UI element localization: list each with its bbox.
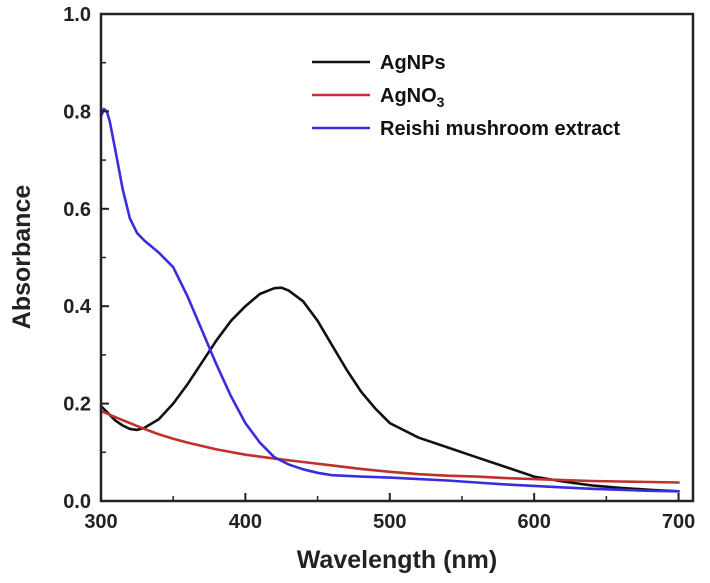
y-tick-label: 0.2 (63, 394, 91, 416)
y-tick-label: 0.4 (63, 296, 92, 318)
x-tick-label: 300 (84, 511, 117, 533)
x-tick-label: 400 (229, 511, 262, 533)
y-axis-title: Absorbance (8, 185, 36, 330)
x-axis-ticks: 300 400 500 600 700 (84, 493, 695, 533)
y-axis-ticks: 0.0 0.2 0.4 0.6 0.8 1.0 (63, 4, 109, 513)
series-line-1 (99, 409, 680, 484)
y-tick-label: 0.6 (63, 199, 91, 221)
x-axis-title: Wavelength (nm) (297, 546, 497, 574)
legend-label-0: AgNPs (380, 52, 446, 74)
legend: AgNPs AgNO3 Reishi mushroom extract (312, 52, 620, 140)
y-tick-label: 0.8 (63, 101, 91, 123)
x-tick-label: 500 (373, 511, 406, 533)
series-line-2 (99, 107, 680, 493)
legend-label-1: AgNO3 (380, 85, 445, 110)
plot-series (99, 107, 680, 493)
x-tick-label: 700 (662, 511, 695, 533)
series-line-0 (99, 286, 680, 493)
legend-subscript: 3 (437, 94, 445, 110)
y-tick-label: 0.0 (63, 491, 91, 513)
legend-label-2: Reishi mushroom extract (380, 118, 620, 140)
x-tick-label: 600 (517, 511, 550, 533)
y-tick-label: 1.0 (63, 4, 91, 26)
